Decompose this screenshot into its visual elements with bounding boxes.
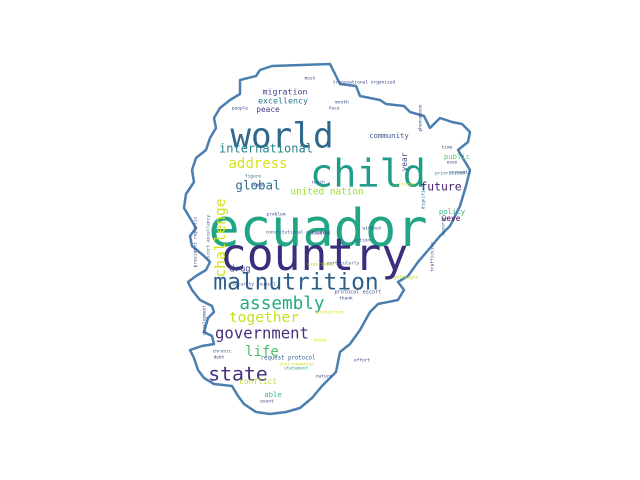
cloud-word-peace: peace [256, 105, 280, 114]
cloud-word-trafficking: trafficking [430, 242, 436, 272]
cloud-word-transnational-organized: transnational organized [333, 80, 396, 86]
cloud-word-protection: protection [316, 310, 343, 316]
cloud-word-state: state [208, 363, 268, 386]
cloud-word-galapagos: galapagos [394, 275, 419, 281]
cloud-word-environmental: environmental [279, 362, 315, 368]
cloud-word-together: together [229, 309, 300, 326]
cloud-word-effort: effort [354, 358, 371, 364]
cloud-word-people: people [232, 106, 249, 112]
cloud-word-address: address [228, 156, 287, 172]
cloud-word-figure: figure [245, 174, 262, 180]
cloud-word-year: year [400, 152, 409, 171]
cloud-word-must: must [305, 76, 316, 82]
cloud-word-world: world [230, 117, 333, 157]
cloud-word-child: child [310, 152, 426, 197]
cloud-word-migration: migration [263, 87, 308, 97]
cloud-word-month: month [335, 100, 349, 106]
cloud-word-debt: debt [214, 355, 225, 361]
cloud-word-particularly: particularly [327, 261, 360, 267]
cloud-word-constitutional-president: constitutional president [265, 230, 330, 236]
cloud-word-security-council: security council [232, 282, 276, 288]
cloud-word-event: event [260, 399, 274, 405]
cloud-word-development: development [202, 305, 208, 335]
cloud-word-international: international [219, 142, 313, 156]
cloud-word-security: security [441, 214, 447, 236]
cloud-word-able: able [264, 390, 282, 399]
cloud-word-there: there [313, 338, 327, 344]
cloud-word-public: public [444, 152, 470, 161]
cloud-word-phenomenon: phenomenon [418, 104, 424, 131]
cloud-word-nature: nature [316, 374, 333, 380]
cloud-word-human: human [251, 183, 265, 189]
cloud-word-malnutrition: malnutrition [213, 270, 378, 296]
cloud-word-even: even [447, 161, 458, 166]
cloud-word-ecuador: ecuador [208, 199, 427, 259]
cloud-word-future: future [420, 180, 461, 194]
cloud-word-president-republic: president republic [193, 216, 199, 267]
cloud-word-challenge: challenge [212, 198, 229, 277]
cloud-word-problem: problem [267, 212, 286, 218]
cloud-word-reach: reach [311, 180, 325, 186]
cloud-word-country: country [220, 229, 408, 281]
cloud-word-conflict: conflict [239, 377, 277, 386]
cloud-word-excellency: excellency [258, 96, 308, 106]
cloud-word-request-protocol: request protocol [261, 356, 316, 362]
cloud-word-weve: weve [442, 214, 461, 223]
cloud-word-protocol-escort: protocol escort [335, 290, 382, 296]
cloud-word-towards: towards [312, 231, 331, 237]
cloud-word-united-nation: united nation [290, 187, 363, 198]
cloud-word-government: government [215, 325, 309, 343]
cloud-word-community: community [369, 131, 409, 140]
cloud-word-without: without [363, 226, 382, 232]
cloud-word-citizen: citizen [396, 182, 415, 188]
cloud-word-global: global [235, 178, 280, 193]
ecuador-map-outline [182, 62, 472, 416]
cloud-word-dignified: dignified [421, 185, 427, 210]
cloud-word-policy: policy [439, 207, 466, 216]
cloud-word-statement: statement [284, 366, 309, 372]
cloud-word-escort-excellency: escort excellency [206, 215, 212, 261]
cloud-word-assembly: assembly [239, 294, 324, 314]
cloud-word-prioritized: prioritized [435, 171, 465, 177]
cloud-word-experience: experience [307, 262, 334, 268]
cloud-word-drug: drug [229, 265, 250, 275]
cloud-word-face: face [329, 106, 340, 112]
cloud-word-action: action [354, 238, 371, 244]
cloud-word-thank: thank [339, 296, 353, 302]
cloud-word-economic: economic [449, 170, 471, 176]
cloud-word-time: time [442, 145, 453, 151]
cloud-word-chronic: chronic [213, 349, 232, 355]
cloud-word-life: life [245, 344, 279, 360]
